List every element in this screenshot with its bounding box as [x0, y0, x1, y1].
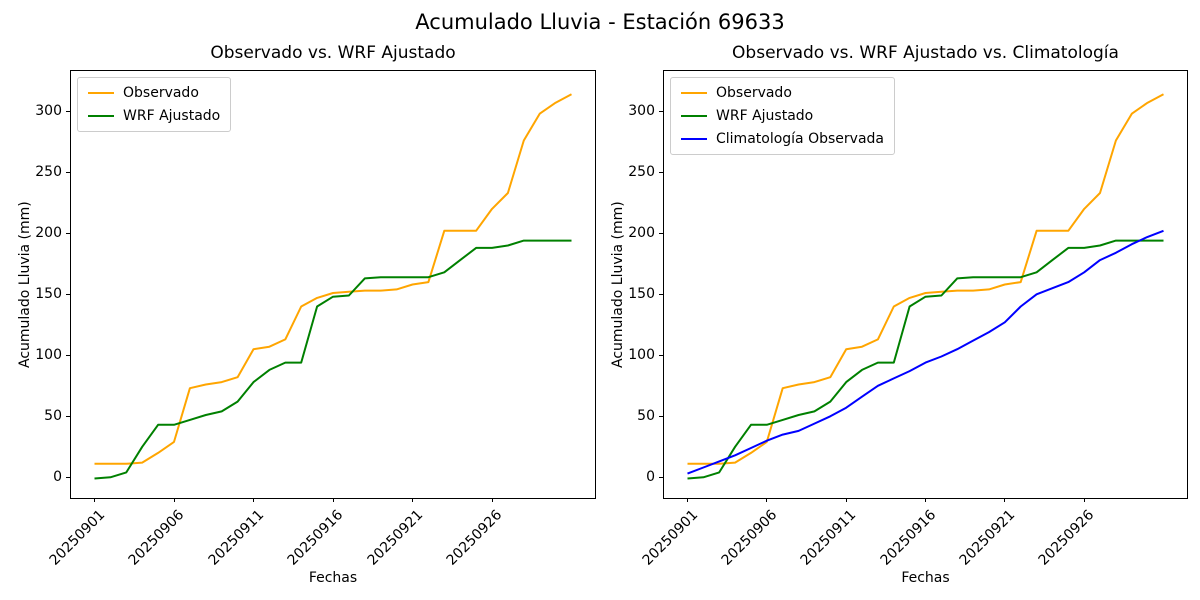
right-y-axis-label: Acumulado Lluvia (mm)	[610, 201, 626, 368]
x-tick-mark	[94, 498, 95, 502]
x-tick-mark	[687, 498, 688, 502]
y-tick-label: 100	[628, 347, 655, 364]
right-x-axis-label: Fechas	[901, 570, 950, 586]
x-tick-mark	[845, 498, 847, 502]
climatologia-line-swatch	[681, 138, 707, 140]
legend-item-observado: Observado	[681, 85, 884, 101]
y-tick-label: 100	[35, 347, 62, 364]
right-chart-title: Observado vs. WRF Ajustado vs. Climatolo…	[732, 43, 1119, 63]
x-tick-mark	[253, 498, 254, 502]
x-tick-mark	[766, 498, 768, 502]
x-tick-mark	[412, 498, 413, 502]
x-tick-label: 20250916	[877, 507, 939, 569]
x-tick-mark	[925, 498, 926, 502]
observado-line	[94, 93, 572, 465]
y-tick-label: 0	[646, 469, 655, 486]
legend-item-wrf-ajustado: WRF Ajustado	[681, 108, 884, 124]
x-tick-mark	[1083, 498, 1085, 502]
x-tick-label: 20250911	[205, 507, 267, 569]
y-tick-label: 150	[35, 286, 62, 303]
figure-title: Acumulado Lluvia - Estación 69633	[415, 10, 785, 34]
legend-label-climatologia-observada: Climatología Observada	[716, 131, 884, 147]
x-tick-mark	[1004, 498, 1006, 502]
y-tick-mark	[659, 110, 663, 112]
legend-item-observado: Observado	[88, 85, 220, 101]
y-tick-mark	[659, 293, 663, 295]
y-tick-label: 50	[44, 408, 62, 425]
observado-line-swatch	[681, 92, 707, 94]
left-chart-plot-area	[94, 93, 572, 480]
x-tick-label: 20250906	[718, 507, 781, 569]
x-tick-label: 20250926	[1035, 507, 1098, 569]
y-tick-mark	[659, 232, 663, 234]
x-tick-mark	[332, 498, 334, 502]
legend-item-climatologia-observada: Climatología Observada	[681, 131, 884, 147]
legend-label-wrf-ajustado: WRF Ajustado	[716, 108, 814, 124]
wrf-ajustado-line	[94, 239, 572, 480]
legend-label-observado: Observado	[123, 85, 199, 101]
y-tick-mark	[66, 110, 70, 112]
observado-line	[687, 93, 1164, 465]
y-tick-mark	[66, 232, 70, 234]
right-chart: Observado vs. WRF Ajustado vs. Climatolo…	[610, 43, 1188, 586]
y-tick-mark	[659, 415, 663, 417]
x-tick-label: 20250901	[46, 507, 108, 569]
wrf-ajustado-line-swatch	[88, 115, 114, 117]
legend-label-wrf-ajustado: WRF Ajustado	[123, 108, 221, 124]
y-tick-mark	[66, 171, 70, 173]
y-tick-label: 300	[628, 103, 655, 120]
left-x-axis-label: Fechas	[308, 570, 358, 586]
left-chart: Observado vs. WRF Ajustado Observado WRF…	[17, 43, 596, 586]
x-tick-mark	[491, 498, 493, 502]
right-chart-plot-area	[687, 93, 1164, 480]
y-tick-label: 250	[35, 164, 62, 181]
y-tick-mark	[659, 476, 663, 478]
y-tick-label: 250	[628, 164, 655, 181]
y-tick-mark	[66, 415, 70, 417]
right-chart-legend: Observado WRF Ajustado Climatología Obse…	[670, 77, 895, 155]
x-tick-label: 20250926	[443, 507, 506, 569]
climatolog-a-observada-line	[687, 229, 1164, 475]
y-tick-label: 0	[53, 469, 62, 486]
x-tick-label: 20250911	[797, 507, 860, 569]
wrf-ajustado-line-swatch	[681, 115, 707, 117]
left-y-axis-label: Acumulado Lluvia (mm)	[17, 201, 33, 368]
y-tick-mark	[66, 476, 70, 478]
left-chart-legend: Observado WRF Ajustado	[77, 77, 232, 132]
y-tick-label: 50	[637, 408, 655, 425]
wrf-ajustado-line	[687, 239, 1164, 480]
observado-line-swatch	[88, 92, 114, 94]
y-tick-label: 200	[35, 225, 62, 242]
y-tick-label: 150	[628, 286, 655, 303]
y-tick-mark	[659, 171, 663, 173]
y-tick-label: 200	[628, 225, 655, 242]
y-tick-label: 300	[35, 103, 62, 120]
x-tick-label: 20250901	[639, 507, 701, 569]
x-tick-mark	[173, 498, 175, 502]
y-tick-mark	[66, 354, 70, 356]
x-tick-label: 20250921	[364, 507, 426, 569]
x-tick-label: 20250916	[284, 507, 347, 569]
y-tick-mark	[659, 354, 663, 356]
legend-item-wrf-ajustado: WRF Ajustado	[88, 108, 220, 124]
x-tick-label: 20250906	[125, 507, 188, 569]
y-tick-mark	[66, 293, 70, 295]
x-tick-label: 20250921	[956, 507, 1019, 569]
left-chart-title: Observado vs. WRF Ajustado	[210, 43, 456, 63]
legend-label-observado: Observado	[716, 85, 792, 101]
